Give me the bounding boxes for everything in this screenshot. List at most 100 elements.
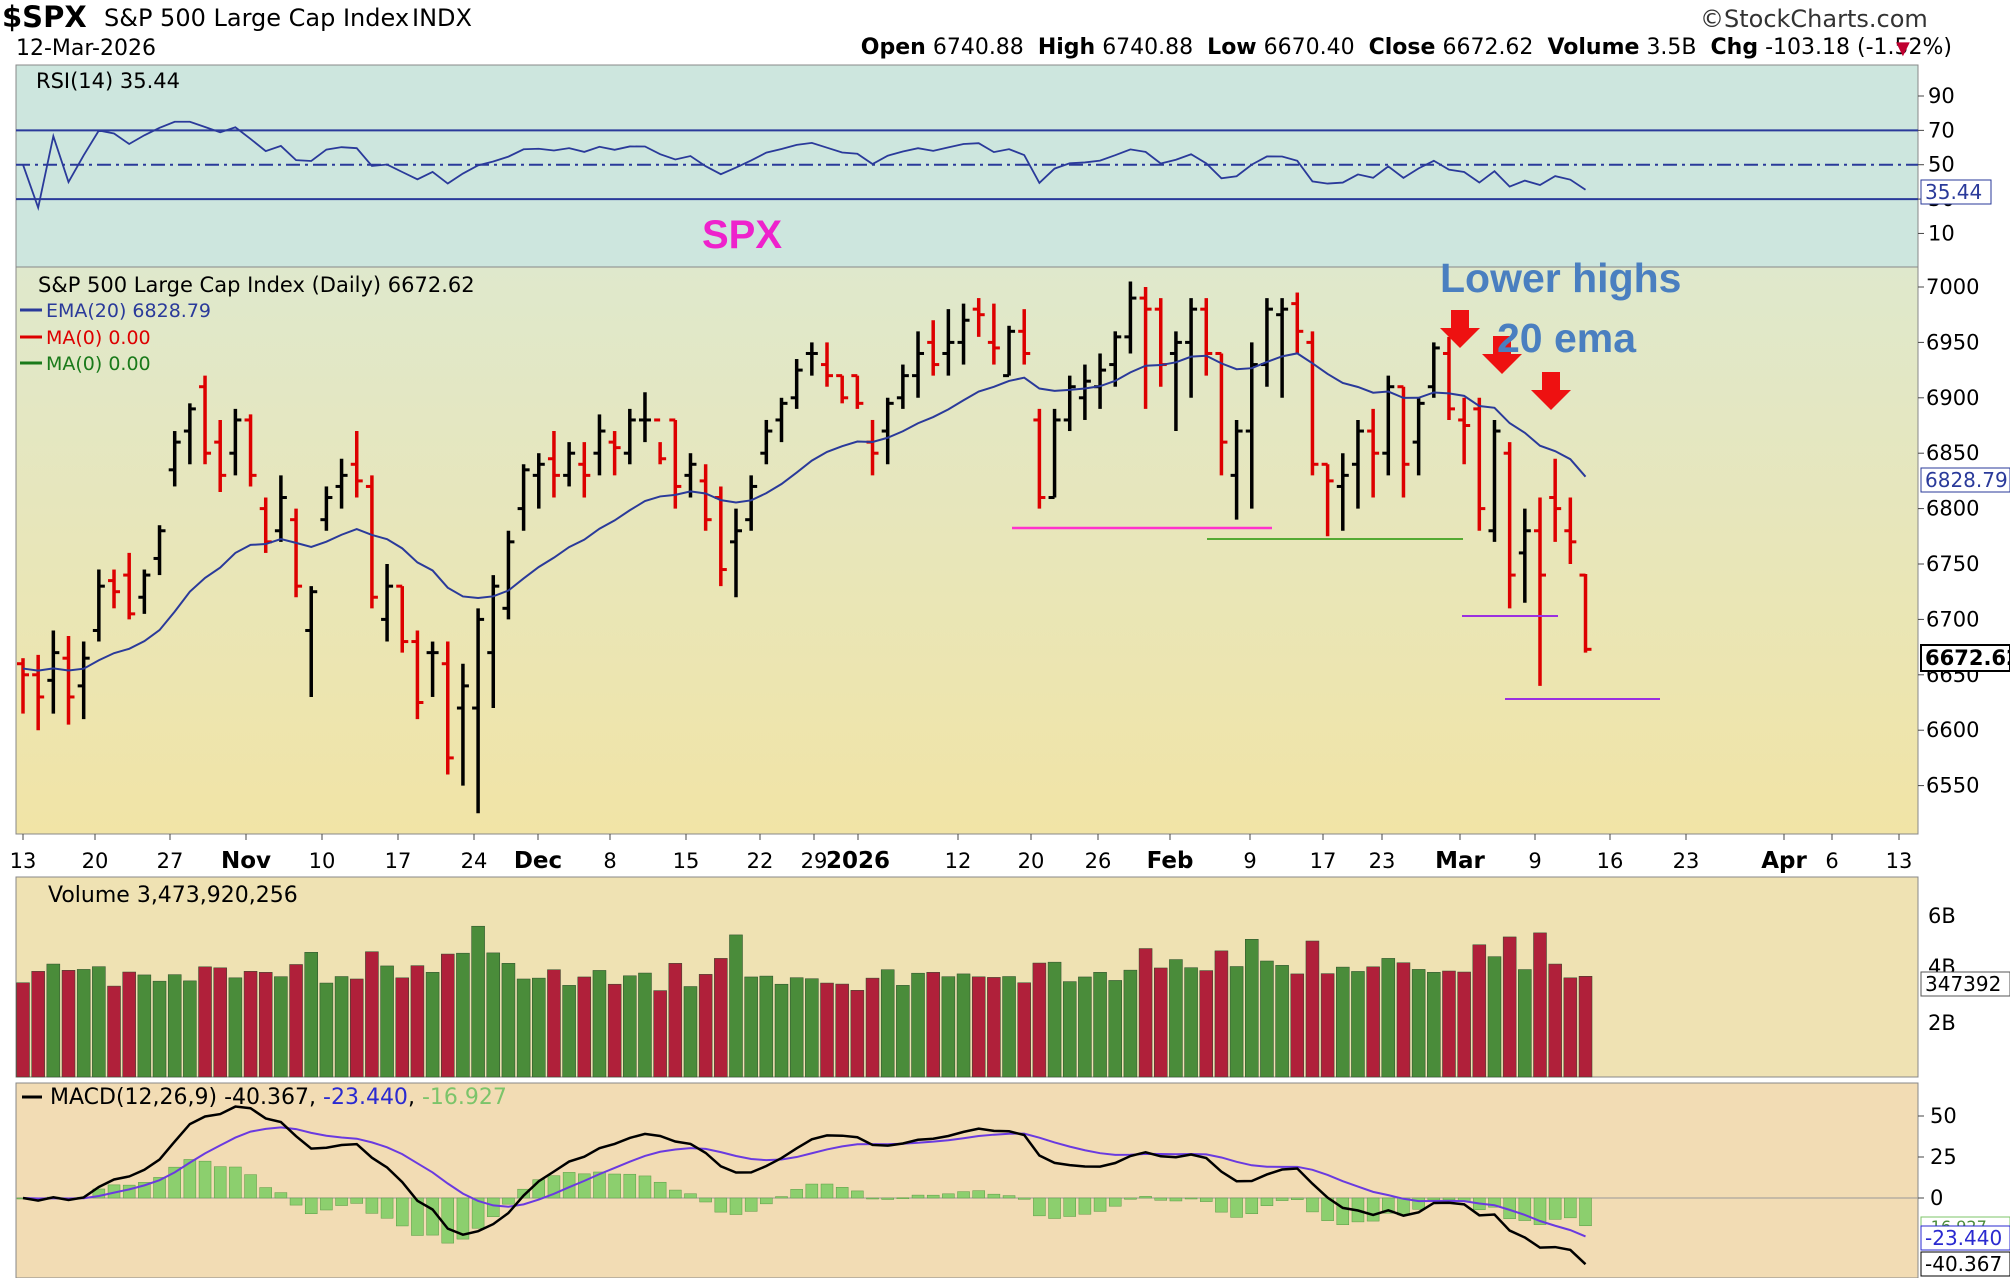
macd-histogram-bar: [805, 1183, 819, 1199]
macd-histogram-bar: [456, 1197, 470, 1240]
volume-series: [16, 925, 1593, 1078]
rsi-tick-label: 10: [1928, 221, 1955, 245]
macd-histogram-bar: [229, 1166, 242, 1199]
price-tick-label: 7000: [1926, 275, 1979, 299]
ohlc-bar: [17, 658, 29, 714]
x-axis-label: Dec: [514, 848, 562, 874]
volume-bar: [258, 972, 273, 1078]
volume-bar: [1427, 972, 1441, 1078]
x-axis-label: 13: [10, 849, 37, 873]
ohlc-bar: [1200, 298, 1213, 376]
ohlc-bar: [1048, 408, 1061, 500]
volume-bar: [334, 976, 349, 1078]
macd-panel: [15, 1082, 1919, 1278]
volume-bar: [425, 972, 440, 1078]
macd-histogram-bar: [274, 1192, 288, 1199]
watermark: ©StockCharts.com: [1700, 5, 1928, 33]
macd-histogram-bar: [183, 1159, 197, 1199]
ohlc-bar: [1579, 573, 1592, 653]
ohlc-bar: [1549, 458, 1562, 542]
ohlc-bar: [654, 418, 667, 465]
ohlc-bar: [699, 464, 712, 531]
macd-histogram-bar: [653, 1181, 667, 1199]
volume-bar: [653, 990, 667, 1078]
price-tick-label: 6800: [1926, 497, 1979, 521]
ohlc-bar: [32, 654, 45, 731]
macd-histogram-bar: [608, 1173, 621, 1199]
rsi-line: [22, 120, 1587, 211]
macd-histogram-bar: [396, 1197, 409, 1227]
ohlc-bar: [608, 431, 621, 476]
macd-histogram-bar: [517, 1188, 530, 1199]
macd-histogram-bar: [1336, 1197, 1350, 1226]
ohlc-bar: [1033, 408, 1046, 509]
volume-bar: [183, 980, 197, 1078]
volume-bar: [1032, 962, 1047, 1078]
volume-bar: [1457, 971, 1471, 1078]
close-value: 6672.62: [1442, 35, 1534, 60]
volume-value: 3.5B: [1646, 35, 1697, 60]
volume-bar: [865, 977, 880, 1078]
volume-bar: [441, 953, 455, 1078]
ohlc-bar: [441, 641, 454, 775]
lower-high-arrow-icon: [1482, 336, 1522, 374]
chg-label: Chg: [1710, 35, 1759, 60]
volume-bar: [577, 976, 592, 1078]
volume-bar: [1290, 973, 1305, 1078]
volume-label: Volume: [1547, 35, 1640, 60]
price-legend-ma2: MA(0) 0.00: [46, 353, 151, 375]
macd-histogram-bar: [1169, 1197, 1183, 1202]
ohlc-bar: [1169, 331, 1182, 432]
x-axis-label: Nov: [221, 848, 271, 874]
x-axis-label: 10: [309, 849, 336, 873]
volume-bar: [1138, 948, 1153, 1078]
macd-histogram-bar: [1002, 1195, 1016, 1199]
volume-bar: [926, 972, 940, 1078]
ohlc-bar: [638, 392, 651, 443]
macd-histogram-bar: [866, 1197, 879, 1200]
macd-histogram-bar: [502, 1197, 515, 1205]
ohlc-bar: [896, 364, 909, 409]
volume-bar: [638, 972, 652, 1078]
volume-bar: [1123, 969, 1138, 1078]
macd-histogram-bar: [441, 1197, 455, 1244]
price-panel: [15, 266, 1919, 835]
ohlc-bar: [1534, 497, 1546, 686]
macd-histogram-bar: [350, 1197, 363, 1204]
ohlc-bar: [881, 397, 894, 465]
rsi-tick-label: 50: [1928, 153, 1955, 177]
volume-bar: [61, 970, 76, 1078]
ohlc-bar: [851, 374, 864, 409]
index-name: S&P 500 Large Cap Index: [104, 4, 410, 32]
volume-bar: [805, 978, 819, 1078]
ohlc-bar: [153, 525, 166, 576]
ohlc-bar: [547, 431, 560, 498]
ohlc-bar: [1306, 331, 1319, 476]
volume-bar: [623, 975, 637, 1078]
volume-bar: [683, 986, 698, 1078]
ohlc-bar: [1215, 351, 1228, 476]
macd-histogram-bar: [320, 1197, 333, 1211]
ohlc-bar: [912, 331, 925, 398]
macd-histogram-bar: [1427, 1197, 1441, 1201]
volume-bar: [319, 982, 334, 1078]
rsi-series: [16, 120, 1918, 211]
ohlc-bar: [123, 552, 136, 620]
macd-histogram-bar: [957, 1191, 970, 1199]
ohlc-bar: [350, 431, 363, 498]
open-value: 6740.88: [932, 35, 1024, 60]
volume-value-tag: 347392: [1920, 971, 2010, 997]
ohlc-bar: [1321, 462, 1334, 537]
volume-bar: [1563, 977, 1578, 1078]
volume-bar: [501, 963, 516, 1078]
volume-bar: [1017, 982, 1031, 1078]
macd-histogram-bar: [1382, 1197, 1395, 1214]
ohlc-bar: [942, 309, 955, 376]
volume-bar: [1366, 966, 1380, 1078]
macd-histogram-bar: [1548, 1197, 1562, 1220]
volume-bar: [774, 983, 789, 1078]
volume-bar: [820, 982, 834, 1078]
spx-label: SPX: [702, 213, 782, 257]
close-value-tag: 6672.62: [1920, 644, 2010, 672]
volume-bar: [92, 966, 106, 1078]
